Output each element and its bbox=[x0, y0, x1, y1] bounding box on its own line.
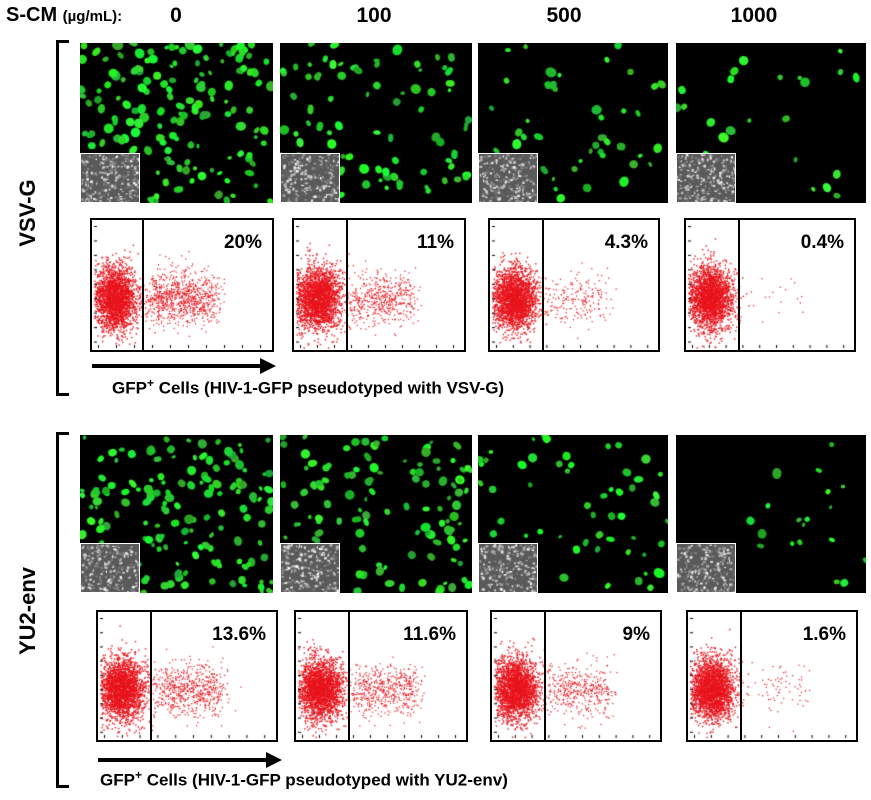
flow-plot-yu2env-0: 13.6% bbox=[96, 610, 278, 742]
caption-yu2env: GFP+ Cells (HIV-1-GFP pseudotyped with Y… bbox=[100, 768, 508, 790]
header-unit: (µg/mL): bbox=[62, 8, 123, 25]
micrograph-yu2env-100 bbox=[280, 435, 472, 593]
header-label: S-CM bbox=[6, 4, 58, 26]
brightfield-inset bbox=[676, 153, 736, 203]
gate-line bbox=[740, 612, 742, 740]
percent-label: 13.6% bbox=[212, 624, 266, 645]
percent-label: 20% bbox=[223, 232, 262, 253]
micrograph-vsvg-1000 bbox=[676, 43, 866, 203]
gate-line bbox=[142, 220, 144, 350]
gate-line bbox=[150, 612, 152, 740]
brightfield-inset bbox=[280, 153, 340, 203]
row-label-vsvg: VSV-G bbox=[15, 179, 40, 247]
x-axis-arrow-yu2env bbox=[98, 752, 282, 768]
percent-label: 9% bbox=[622, 624, 650, 645]
flow-plot-vsvg-0: 20% bbox=[90, 218, 274, 352]
flow-plot-vsvg-500: 4.3% bbox=[488, 218, 660, 352]
brightfield-inset bbox=[280, 543, 340, 593]
row-bracket-yu2env bbox=[56, 432, 69, 788]
gate-line bbox=[348, 612, 350, 740]
gate-line bbox=[738, 220, 740, 350]
caption-vsvg: GFP+ Cells (HIV-1-GFP pseudotyped with V… bbox=[112, 376, 505, 398]
micrograph-vsvg-100 bbox=[280, 43, 472, 203]
flow-plot-yu2env-100: 11.6% bbox=[294, 610, 468, 742]
concentration-100: 100 bbox=[356, 4, 392, 27]
row-bracket-vsvg bbox=[56, 40, 69, 396]
concentration-header: S-CM (µg/mL): bbox=[6, 4, 122, 27]
percent-label: 4.3% bbox=[604, 232, 648, 253]
row-label-yu2env: YU2-env bbox=[15, 566, 40, 656]
brightfield-inset bbox=[478, 543, 538, 593]
concentration-500: 500 bbox=[546, 4, 582, 27]
brightfield-inset bbox=[478, 153, 538, 203]
percent-label: 11.6% bbox=[403, 624, 456, 645]
flow-plot-yu2env-500: 9% bbox=[490, 610, 662, 742]
flow-plot-vsvg-100: 11% bbox=[292, 218, 466, 352]
micrograph-yu2env-500 bbox=[478, 435, 668, 593]
brightfield-inset bbox=[676, 543, 736, 593]
percent-label: 11% bbox=[417, 232, 454, 253]
percent-label: 0.4% bbox=[800, 232, 844, 253]
gate-line bbox=[542, 220, 544, 350]
micrograph-vsvg-500 bbox=[478, 43, 668, 203]
concentration-1000: 1000 bbox=[730, 4, 778, 27]
concentration-0: 0 bbox=[170, 4, 182, 27]
flow-plot-yu2env-1000: 1.6% bbox=[686, 610, 858, 742]
x-axis-arrow-vsvg bbox=[92, 358, 276, 374]
gate-line bbox=[544, 612, 546, 740]
flow-plot-vsvg-1000: 0.4% bbox=[684, 218, 856, 352]
brightfield-inset bbox=[80, 543, 140, 593]
micrograph-yu2env-1000 bbox=[676, 435, 866, 593]
gate-line bbox=[346, 220, 348, 350]
micrograph-vsvg-0 bbox=[80, 43, 273, 203]
brightfield-inset bbox=[80, 153, 140, 203]
percent-label: 1.6% bbox=[802, 624, 846, 645]
micrograph-yu2env-0 bbox=[80, 435, 273, 593]
